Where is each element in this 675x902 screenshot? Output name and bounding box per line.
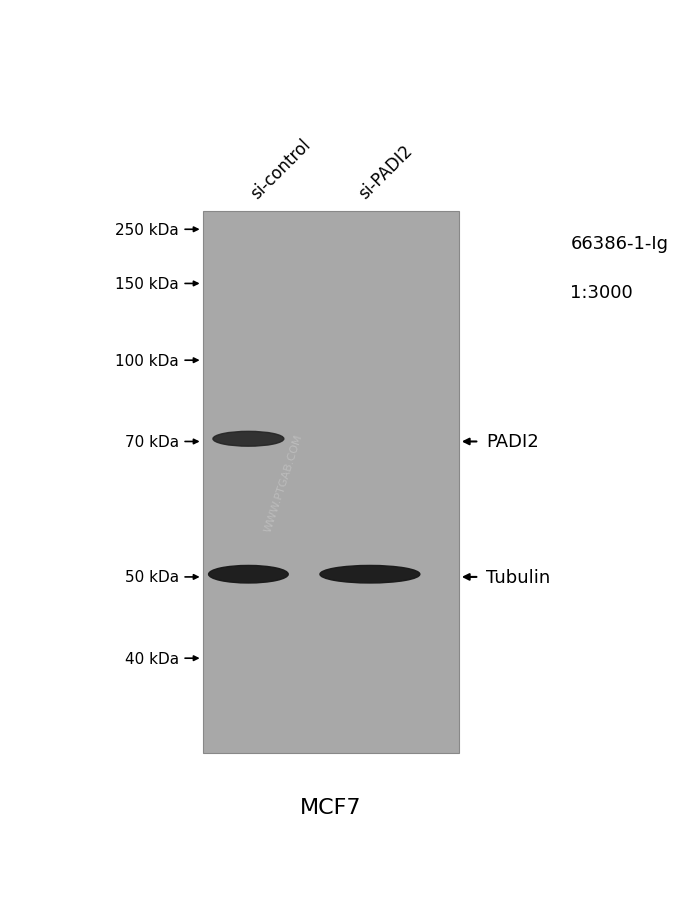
Text: MCF7: MCF7 (300, 797, 362, 817)
Ellipse shape (213, 432, 284, 446)
Text: 70 kDa: 70 kDa (125, 435, 179, 449)
Ellipse shape (209, 566, 288, 584)
Text: si-PADI2: si-PADI2 (355, 143, 416, 203)
Text: 1:3000: 1:3000 (570, 284, 633, 302)
Text: 66386-1-Ig: 66386-1-Ig (570, 235, 668, 253)
Text: 100 kDa: 100 kDa (115, 354, 179, 368)
Text: 250 kDa: 250 kDa (115, 223, 179, 237)
Text: 150 kDa: 150 kDa (115, 277, 179, 291)
Ellipse shape (320, 566, 420, 584)
Text: WWW.PTGAB.COM: WWW.PTGAB.COM (263, 432, 304, 533)
Text: PADI2: PADI2 (486, 433, 539, 451)
Bar (202, 212, 459, 753)
Text: Tubulin: Tubulin (486, 568, 550, 586)
Text: 40 kDa: 40 kDa (125, 651, 179, 666)
Text: 50 kDa: 50 kDa (125, 570, 179, 584)
Text: si-control: si-control (247, 136, 314, 203)
